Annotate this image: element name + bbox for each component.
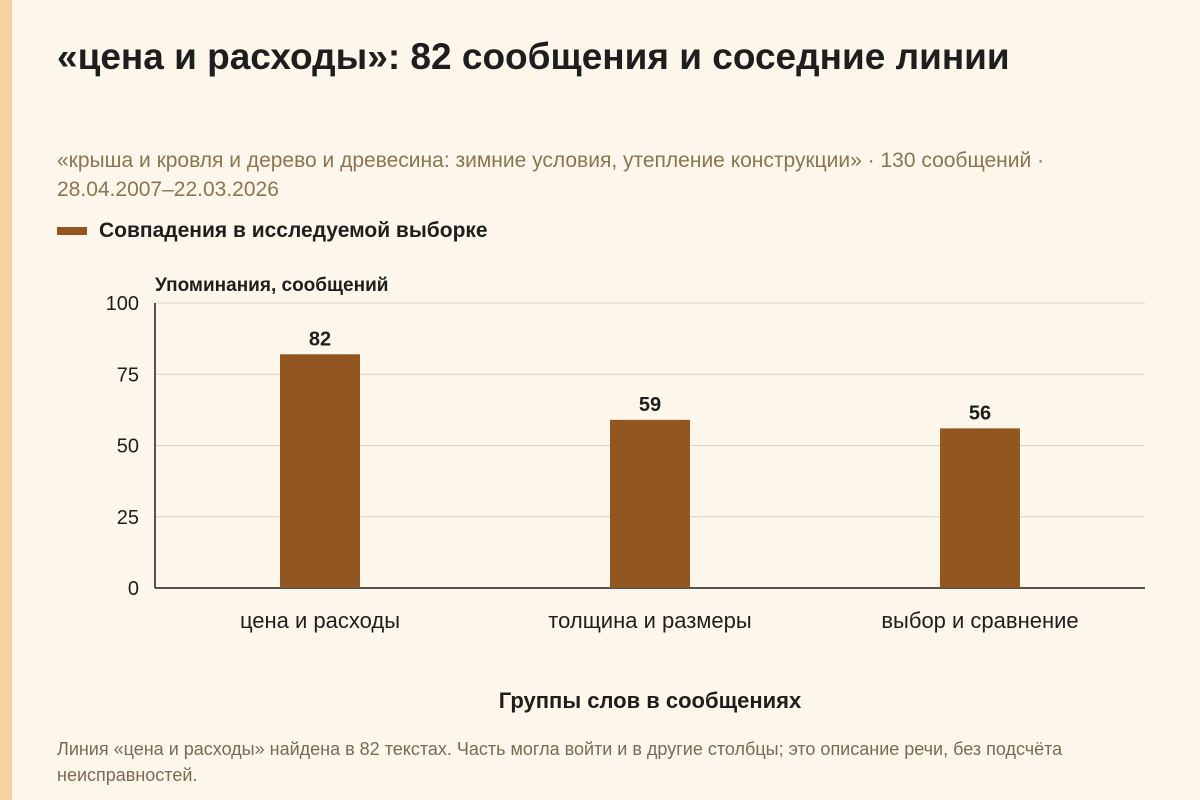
x-tick-label: цена и расходы [240,608,400,633]
data-label: 59 [639,394,661,416]
legend-swatch [57,227,87,235]
y-tick-label: 25 [117,507,139,529]
y-tick-label: 0 [128,578,139,600]
bar [610,419,690,588]
y-tick-label: 100 [106,293,139,315]
footnote: Линия «цена и расходы» найдена в 82 текс… [57,739,1063,785]
x-tick-label: толщина и размеры [548,608,751,633]
bar [940,428,1020,588]
data-label: 82 [309,328,331,350]
accent-stripe [0,0,12,800]
y-axis-label: Упоминания, сообщений [155,275,388,296]
y-tick-label: 75 [117,364,139,386]
legend: Совпадения в исследуемой выборке [57,219,488,243]
labels: 0 25 50 75 100 Упоминания, сообщений 82 цена и … [106,275,1079,713]
bars [280,354,1020,588]
x-tick-label: выбор и сравнение [881,608,1078,633]
data-label: 56 [969,402,991,424]
x-axis-label: Группы слов в сообщениях [499,688,802,713]
chart-subtitle: «крыша и кровля и дерево и древесина: зи… [57,149,1045,201]
bar [280,354,360,588]
legend-label: Совпадения в исследуемой выборке [99,219,488,242]
chart-title: «цена и расходы»: 82 сообщения и соседни… [57,36,1010,77]
y-tick-label: 50 [117,436,139,458]
